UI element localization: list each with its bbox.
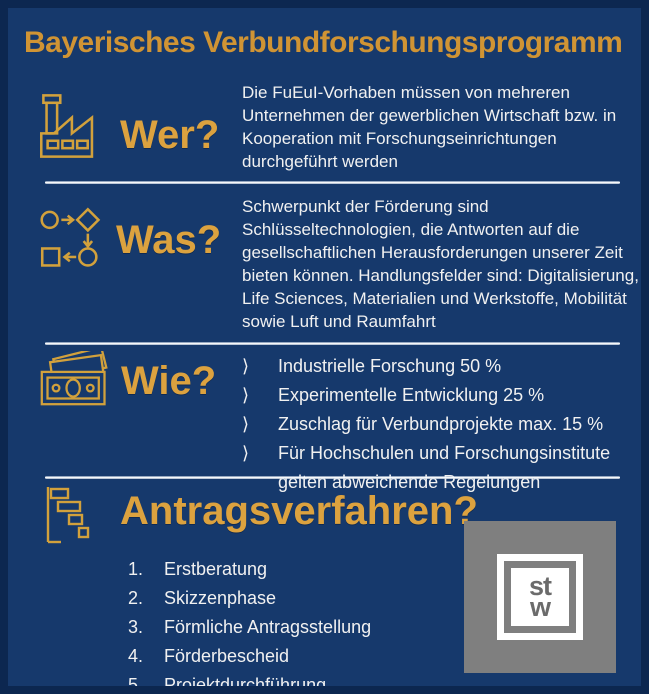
angle-bullet-icon: ⟩ xyxy=(242,356,250,376)
page-title: Bayerisches Verbundforschungsprogramm xyxy=(24,26,623,59)
step-number: 3. xyxy=(128,617,144,637)
bullet-text: Zuschlag für Verbundprojekte max. 15 % xyxy=(278,414,604,434)
banknotes-icon xyxy=(38,345,114,413)
section-divider xyxy=(45,342,620,345)
logo-monogram: st w xyxy=(511,568,569,626)
step-label: Förmliche Antragsstellung xyxy=(164,617,372,637)
step-number: 5. xyxy=(128,675,144,694)
step-label: Erstberatung xyxy=(164,559,268,579)
step-label: Skizzenphase xyxy=(164,588,277,608)
list-item: 2. Skizzenphase xyxy=(128,584,371,613)
section-text-was: Schwerpunkt der Förderung sind Schlüssel… xyxy=(242,197,639,331)
flowchart-icon xyxy=(38,206,108,279)
section-bullet-list-wie: ⟩ Industrielle Forschung 50 % ⟩ Experime… xyxy=(242,352,634,497)
logo-text-line2: w xyxy=(529,592,551,622)
angle-bullet-icon: ⟩ xyxy=(242,385,250,405)
list-item: 1. Erstberatung xyxy=(128,555,371,584)
section-text-wer: Die FuEuI-Vorhaben müssen von mehreren U… xyxy=(242,83,617,171)
gantt-chart-icon xyxy=(41,485,99,550)
list-item: 5. Projektdurchführung xyxy=(128,671,371,694)
angle-bullet-icon: ⟩ xyxy=(242,414,250,434)
bullet-item: ⟩ Zuschlag für Verbundprojekte max. 15 % xyxy=(242,410,634,439)
section-divider xyxy=(45,181,620,184)
step-label: Projektdurchführung xyxy=(164,675,327,694)
logo-frame xyxy=(497,554,583,640)
bullet-item: ⟩ Industrielle Forschung 50 % xyxy=(242,352,634,381)
logo-text-line1: st xyxy=(528,571,552,601)
bullet-text: Experimentelle Entwicklung 25 % xyxy=(278,385,545,405)
step-number: 1. xyxy=(128,559,144,579)
bullet-text: Industrielle Forschung 50 % xyxy=(278,356,502,376)
step-number: 2. xyxy=(128,588,144,608)
list-item: 3. Förmliche Antragsstellung xyxy=(128,613,371,642)
angle-bullet-icon: ⟩ xyxy=(242,443,250,463)
bullet-item: ⟩ Experimentelle Entwicklung 25 % xyxy=(242,381,634,410)
section-label-wer: Wer? xyxy=(120,113,220,157)
step-number: 4. xyxy=(128,646,144,666)
list-item: 4. Förderbescheid xyxy=(128,642,371,671)
numbered-step-list: 1. Erstberatung 2. Skizzenphase 3. Förml… xyxy=(128,555,371,694)
section-label-antragsverfahren: Antragsverfahren? xyxy=(120,489,478,533)
section-label-was: Was? xyxy=(116,218,222,262)
section-divider xyxy=(45,476,620,479)
stw-logo: st w xyxy=(464,521,616,673)
factory-icon xyxy=(36,92,112,165)
step-label: Förderbescheid xyxy=(164,646,290,666)
section-label-wie: Wie? xyxy=(121,359,217,403)
